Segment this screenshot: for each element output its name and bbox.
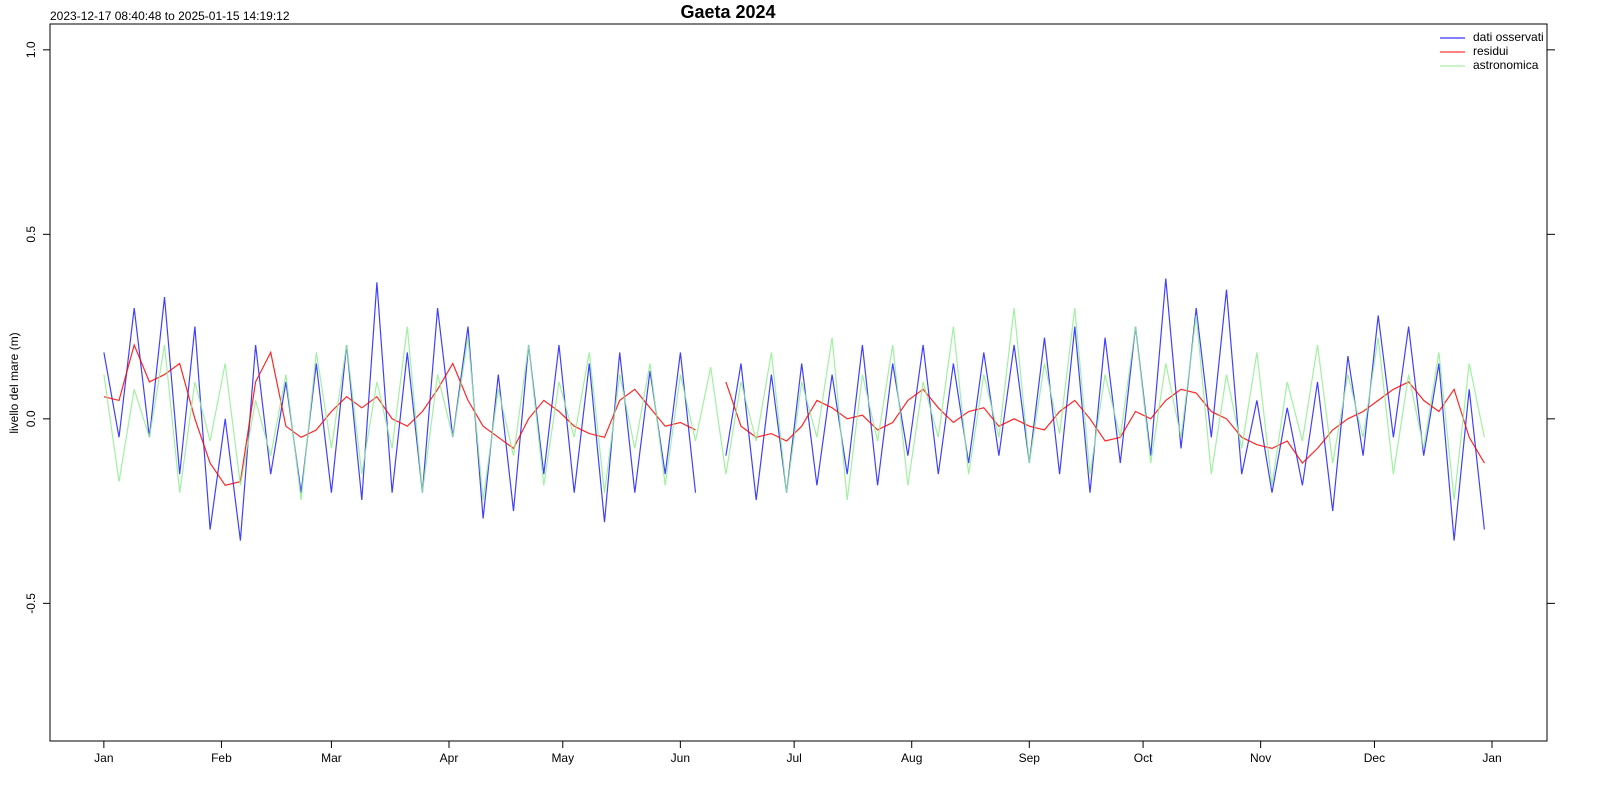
- x-tick-label: May: [551, 751, 574, 765]
- plot-frame: [49, 23, 1548, 742]
- x-tick-label: Nov: [1250, 751, 1271, 765]
- x-tick-label: Apr: [440, 751, 459, 765]
- chart-title: Gaeta 2024: [680, 2, 775, 22]
- x-tick-label: Jul: [786, 751, 801, 765]
- legend-label: dati osservati: [1473, 30, 1544, 44]
- x-tick-label: Jan: [1482, 751, 1501, 765]
- x-tick-label: Oct: [1134, 751, 1153, 765]
- x-tick-label: Aug: [901, 751, 922, 765]
- y-tick-label: 0.0: [24, 410, 38, 427]
- x-tick-label: Jun: [671, 751, 690, 765]
- x-tick-label: Feb: [211, 751, 232, 765]
- y-tick-label: 0.5: [24, 226, 38, 243]
- y-tick-label: -0.5: [24, 593, 38, 614]
- series-line: [103, 308, 1485, 501]
- y-axis-title: livello del mare (m): [7, 332, 21, 433]
- chart-subtitle: 2023-12-17 08:40:48 to 2025-01-15 14:19:…: [50, 9, 290, 23]
- x-tick-label: Dec: [1364, 751, 1385, 765]
- y-tick-label: 1.0: [24, 41, 38, 58]
- legend-label: residui: [1473, 44, 1508, 58]
- x-tick-label: Jan: [94, 751, 113, 765]
- x-tick-label: Mar: [321, 751, 342, 765]
- x-tick-label: Sep: [1019, 751, 1041, 765]
- legend-label: astronomica: [1473, 58, 1539, 72]
